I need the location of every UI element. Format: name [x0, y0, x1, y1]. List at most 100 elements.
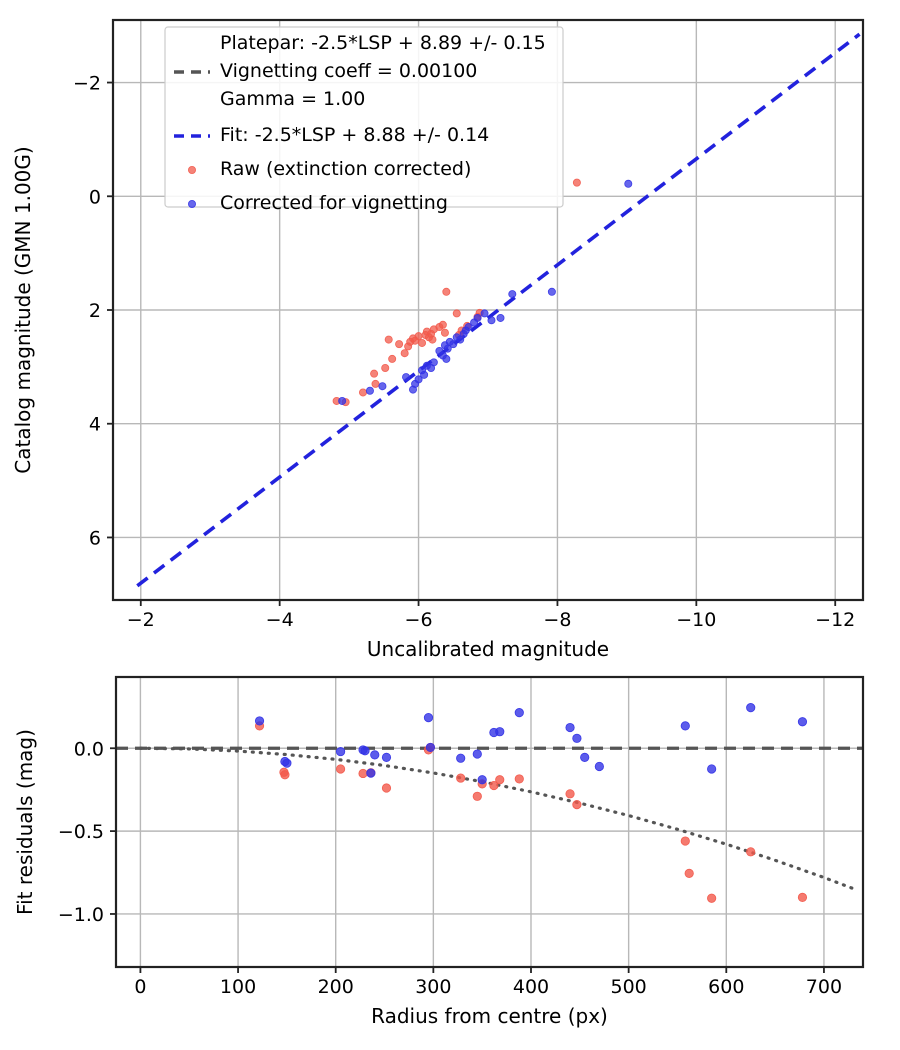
legend-entry[interactable]: Raw (extinction corrected) — [187, 158, 471, 180]
x-tick-label: −2 — [127, 609, 155, 631]
data-point — [371, 379, 380, 388]
data-point — [496, 313, 505, 322]
legend-background — [164, 26, 564, 208]
data-point — [624, 179, 633, 188]
data-point — [370, 750, 380, 760]
top-y-axis-label: Catalog magnitude (GMN 1.00G) — [11, 146, 35, 473]
data-point — [388, 354, 397, 363]
data-point — [358, 388, 367, 397]
data-point — [378, 382, 387, 391]
legend-dot-icon — [187, 199, 196, 208]
top-tick-marks — [107, 81, 837, 606]
data-point — [338, 396, 347, 405]
data-point — [547, 287, 556, 296]
data-point — [442, 287, 451, 296]
axes-border — [114, 675, 865, 969]
legend-dot-icon — [187, 165, 196, 174]
data-point — [565, 722, 575, 733]
x-tick-label: −4 — [266, 609, 294, 631]
x-tick-label: 600 — [708, 976, 744, 998]
data-point — [508, 290, 517, 299]
data-point — [477, 775, 487, 785]
legend-entry[interactable]: Gamma = 1.00 — [220, 88, 365, 110]
vignetting-model-curve — [138, 746, 860, 893]
data-point — [572, 178, 581, 187]
legend-label: Corrected for vignetting — [220, 192, 448, 214]
bottom-axes-frame — [114, 675, 865, 969]
data-point — [746, 703, 756, 713]
data-point — [489, 780, 499, 791]
scatter-series-corrected — [338, 179, 633, 405]
data-point — [580, 752, 590, 762]
x-tick-label: 700 — [806, 976, 842, 998]
data-point — [680, 836, 690, 846]
data-point — [384, 335, 393, 344]
data-point — [282, 758, 292, 768]
data-point — [400, 349, 409, 358]
data-point — [797, 717, 808, 727]
data-point — [495, 727, 505, 737]
top-tick-labels: −2 −4 −6 −8 −10 −12 −2 0 2 4 6 — [73, 73, 855, 631]
x-tick-label: −10 — [676, 609, 716, 631]
legend-entry[interactable]: Vignetting coeff = 0.00100 — [174, 60, 477, 82]
data-point — [438, 320, 447, 329]
x-tick-label: 400 — [513, 976, 549, 998]
top-x-axis-label: Uncalibrated magnitude — [367, 637, 609, 661]
data-point — [464, 323, 473, 332]
bottom-tick-marks — [110, 747, 825, 973]
data-point — [442, 354, 451, 363]
data-point — [472, 749, 482, 759]
data-point — [358, 768, 368, 779]
legend-entry[interactable]: Fit: -2.5*LSP + 8.88 +/- 0.14 — [174, 124, 489, 146]
data-point — [684, 868, 694, 878]
y-tick-label: 6 — [89, 527, 101, 549]
data-point — [335, 746, 346, 757]
y-tick-label: 2 — [89, 300, 101, 322]
data-point — [473, 313, 482, 322]
data-point — [456, 773, 466, 783]
data-point — [381, 752, 392, 762]
data-point — [746, 847, 756, 857]
magnitude-fit-axes: −2 −4 −6 −8 −10 −12 −2 0 2 4 6 Platepar: -2.5*LSP … — [11, 18, 865, 661]
top-data-layer — [136, 32, 861, 588]
bottom-y-axis-label: Fit residuals (mag) — [13, 729, 37, 915]
data-point — [381, 363, 390, 372]
data-point — [707, 764, 717, 774]
data-point — [440, 328, 449, 337]
y-tick-label: 4 — [89, 414, 101, 436]
data-point — [594, 761, 604, 772]
data-point — [370, 369, 379, 378]
residuals-axes: 0 100 200 300 400 500 600 700 0.0 −0.5 −1.0 Radius… — [13, 675, 865, 1028]
data-point — [565, 789, 575, 799]
data-point — [480, 309, 489, 318]
x-tick-label: −12 — [815, 609, 855, 631]
bottom-gridlines — [116, 677, 863, 967]
bottom-data-layer — [116, 703, 863, 903]
x-tick-label: −8 — [543, 609, 571, 631]
data-point — [414, 332, 423, 341]
data-point — [414, 375, 423, 384]
data-point — [797, 892, 808, 903]
bottom-tick-labels: 0 100 200 300 400 500 600 700 0.0 −0.5 −1.0 — [58, 738, 842, 998]
fit-line — [136, 32, 861, 588]
data-point — [456, 753, 466, 763]
y-tick-label: 0 — [89, 186, 101, 208]
top-legend[interactable]: Platepar: -2.5*LSP + 8.89 +/- 0.15 Vignet… — [164, 26, 564, 214]
legend-entry[interactable]: Corrected for vignetting — [187, 192, 448, 214]
y-tick-label: −0.5 — [58, 821, 104, 843]
bottom-x-axis-label: Radius from centre (px) — [371, 1004, 608, 1028]
data-point — [449, 340, 458, 349]
legend-entry[interactable]: Platepar: -2.5*LSP + 8.89 +/- 0.15 — [220, 32, 546, 54]
data-point — [572, 733, 582, 743]
data-point — [487, 316, 496, 325]
data-point — [381, 783, 392, 793]
y-tick-label: 0.0 — [74, 738, 104, 760]
data-point — [572, 799, 582, 810]
data-point — [472, 791, 482, 801]
x-tick-label: 300 — [415, 976, 451, 998]
data-point — [395, 340, 404, 349]
data-point — [280, 770, 290, 780]
y-tick-label: −1.0 — [58, 904, 104, 926]
